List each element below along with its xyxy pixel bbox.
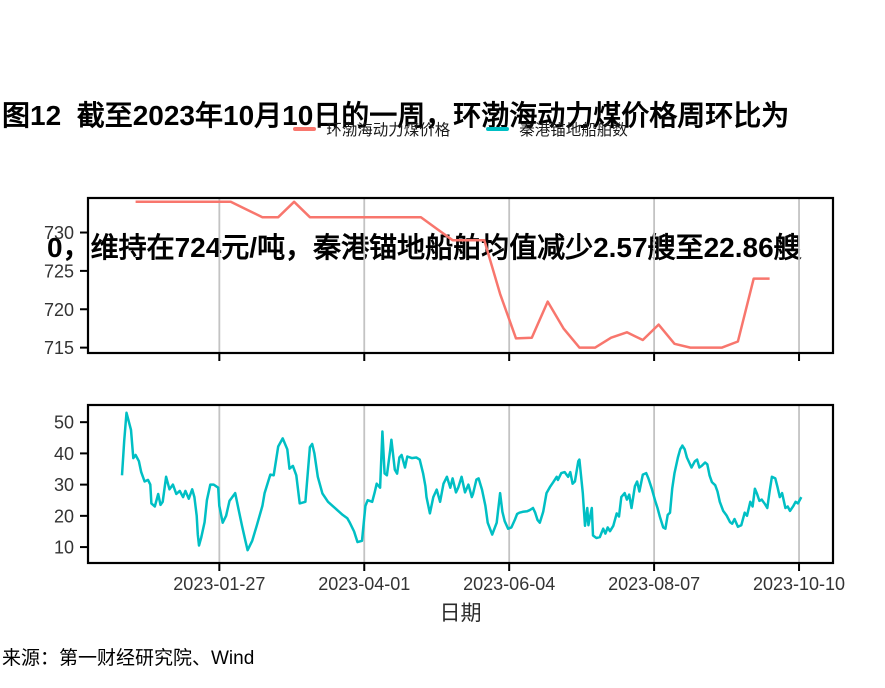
y-tick-label: 30	[54, 475, 74, 495]
y-tick-label: 730	[44, 223, 74, 243]
legend-item-price: 环渤海动力煤价格	[293, 118, 450, 140]
x-tick-label: 2023-08-07	[608, 574, 700, 594]
y-tick-label: 20	[54, 506, 74, 526]
ships-line-swatch-icon	[486, 127, 510, 131]
panel-border	[86, 403, 835, 565]
y-tick-label: 50	[54, 413, 74, 433]
y-tick-label: 715	[44, 338, 74, 358]
title-line-2: 0，维持在724元/吨，秦港锚地船舶均值减少2.57艘至22.86艘	[47, 232, 802, 263]
y-tick-label: 720	[44, 300, 74, 320]
legend-item-ships: 秦港锚地船舶数	[486, 118, 628, 140]
ships-series-line	[120, 411, 803, 552]
x-tick-label: 2023-06-04	[463, 574, 555, 594]
panel-border	[86, 196, 835, 355]
figure-title: 图12 截至2023年10月10日的一周，环渤海动力煤价格周环比为 0，维持在7…	[2, 6, 802, 358]
source-note: 来源：第一财经研究院、Wind	[2, 648, 255, 669]
x-tick-label: 2023-10-10	[753, 574, 845, 594]
legend-label-price: 环渤海动力煤价格	[326, 122, 451, 139]
price-line-swatch-icon	[293, 127, 317, 131]
y-tick-label: 10	[54, 538, 74, 558]
price-series-line	[135, 200, 770, 349]
y-tick-label: 725	[44, 261, 74, 281]
legend: 环渤海动力煤价格 秦港锚地船舶数	[88, 118, 833, 140]
legend-label-ships: 秦港锚地船舶数	[519, 122, 628, 139]
title-line-1: 图12 截至2023年10月10日的一周，环渤海动力煤价格周环比为	[2, 100, 790, 131]
x-tick-label: 2023-04-01	[318, 574, 410, 594]
x-tick-label: 2023-01-27	[173, 574, 265, 594]
x-axis-title: 日期	[439, 602, 482, 625]
y-tick-label: 40	[54, 444, 74, 464]
